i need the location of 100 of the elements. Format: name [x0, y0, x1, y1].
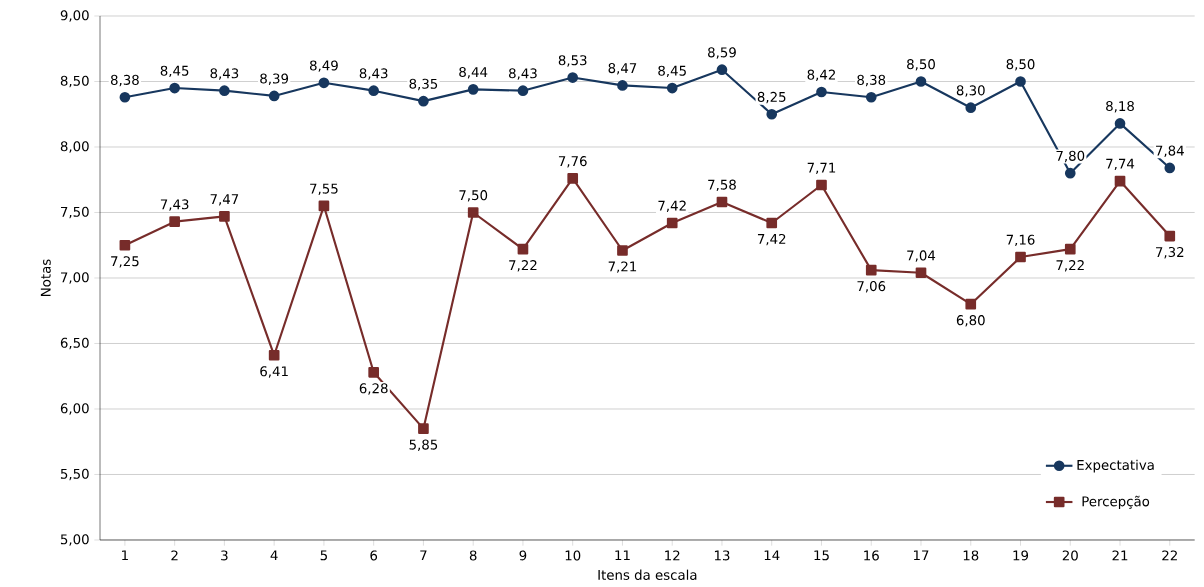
point — [318, 77, 330, 89]
point — [368, 85, 380, 97]
x-tick-label: 7 — [420, 550, 427, 561]
data-label: 7,50 — [459, 190, 488, 202]
data-label: 8,45 — [160, 65, 189, 78]
point — [865, 92, 877, 103]
point — [517, 244, 529, 255]
data-label: 7,22 — [1056, 260, 1084, 272]
point — [816, 86, 827, 98]
point — [119, 92, 131, 103]
y-tick-label: 9,00 — [60, 10, 89, 22]
point — [766, 109, 778, 120]
point — [567, 173, 579, 184]
point — [418, 423, 429, 435]
data-label: 7,06 — [857, 281, 886, 293]
x-tick-label: 3 — [221, 550, 228, 561]
data-label: 8,43 — [210, 68, 239, 80]
data-label: 8,25 — [757, 92, 786, 104]
x-tick-label: 2 — [171, 550, 178, 561]
x-tick-label: 11 — [615, 550, 630, 561]
point — [816, 179, 827, 191]
point — [467, 207, 479, 218]
x-tick-label: 13 — [714, 550, 730, 561]
point — [1015, 76, 1026, 88]
point — [1114, 175, 1126, 187]
data-label: 8,43 — [509, 68, 537, 80]
y-axis-title: Notas — [40, 259, 51, 297]
point — [1114, 118, 1126, 129]
x-tick-label: 4 — [270, 550, 278, 561]
data-label: 8,39 — [260, 73, 289, 86]
data-label: 7,42 — [658, 200, 686, 213]
data-label: 7,25 — [111, 256, 139, 268]
y-tick-label: 6,00 — [60, 403, 89, 415]
data-label: 7,84 — [1156, 145, 1184, 158]
data-label: 8,47 — [608, 63, 637, 75]
point — [567, 72, 579, 84]
point — [169, 216, 180, 228]
point — [716, 64, 728, 76]
data-label: 7,58 — [708, 179, 736, 192]
data-label: 8,50 — [907, 59, 935, 71]
data-label: 8,53 — [558, 55, 587, 67]
x-tick-label: 9 — [519, 550, 527, 561]
data-label: 6,28 — [359, 383, 388, 395]
point — [517, 85, 529, 97]
point — [169, 82, 180, 94]
data-label: 7,74 — [1106, 159, 1135, 171]
point — [467, 84, 479, 95]
data-label: 7,55 — [310, 183, 338, 196]
legend-label: Percepção — [1082, 495, 1150, 510]
y-tick-label: 6,50 — [60, 337, 89, 350]
x-tick-label: 17 — [913, 550, 929, 561]
data-label: 8,50 — [1006, 59, 1035, 71]
point — [617, 245, 628, 256]
point — [1164, 230, 1176, 242]
point — [219, 211, 230, 222]
x-tick-label: 14 — [764, 550, 780, 561]
data-label: 8,38 — [857, 75, 886, 87]
x-tick-label: 19 — [1013, 550, 1029, 561]
x-tick-label: 16 — [864, 550, 879, 561]
x-tick-label: 21 — [1112, 550, 1128, 561]
legend-label: Expectativa — [1077, 459, 1154, 473]
data-label: 7,71 — [807, 162, 836, 175]
point — [1015, 251, 1026, 263]
x-tick-label: 1 — [122, 550, 128, 561]
point — [119, 240, 131, 251]
data-label: 7,80 — [1056, 150, 1085, 163]
point — [666, 217, 678, 229]
point — [318, 200, 330, 212]
data-label: 7,47 — [210, 194, 239, 206]
data-label: 8,30 — [956, 85, 985, 97]
point — [1064, 244, 1076, 255]
x-tick-label: 18 — [963, 550, 979, 561]
point — [716, 196, 728, 208]
point — [1164, 162, 1176, 174]
data-label: 7,43 — [160, 199, 189, 211]
y-tick-label: 7,50 — [61, 206, 89, 219]
x-tick-label: 10 — [565, 550, 581, 561]
data-label: 7,16 — [1006, 234, 1035, 247]
data-label: 8,18 — [1106, 101, 1134, 113]
data-label: 8,42 — [807, 69, 835, 82]
x-tick-label: 8 — [469, 550, 477, 561]
data-label: 5,85 — [409, 439, 438, 452]
data-label: 8,38 — [110, 75, 139, 87]
point — [418, 95, 429, 107]
data-label: 7,21 — [608, 261, 637, 274]
point — [268, 90, 280, 102]
data-label: 7,42 — [757, 234, 786, 246]
x-axis-title: Itens da escala — [598, 569, 697, 581]
point — [268, 350, 280, 361]
point — [219, 85, 230, 97]
data-label: 8,45 — [658, 65, 686, 78]
point — [965, 102, 977, 114]
data-label: 6,41 — [260, 366, 288, 378]
point — [368, 367, 380, 378]
x-tick-label: 5 — [320, 550, 327, 561]
data-label: 7,22 — [509, 260, 537, 272]
data-label: 7,04 — [907, 250, 936, 262]
data-label: 8,43 — [359, 68, 388, 80]
point — [915, 76, 927, 88]
y-tick-label: 5,50 — [60, 468, 89, 481]
